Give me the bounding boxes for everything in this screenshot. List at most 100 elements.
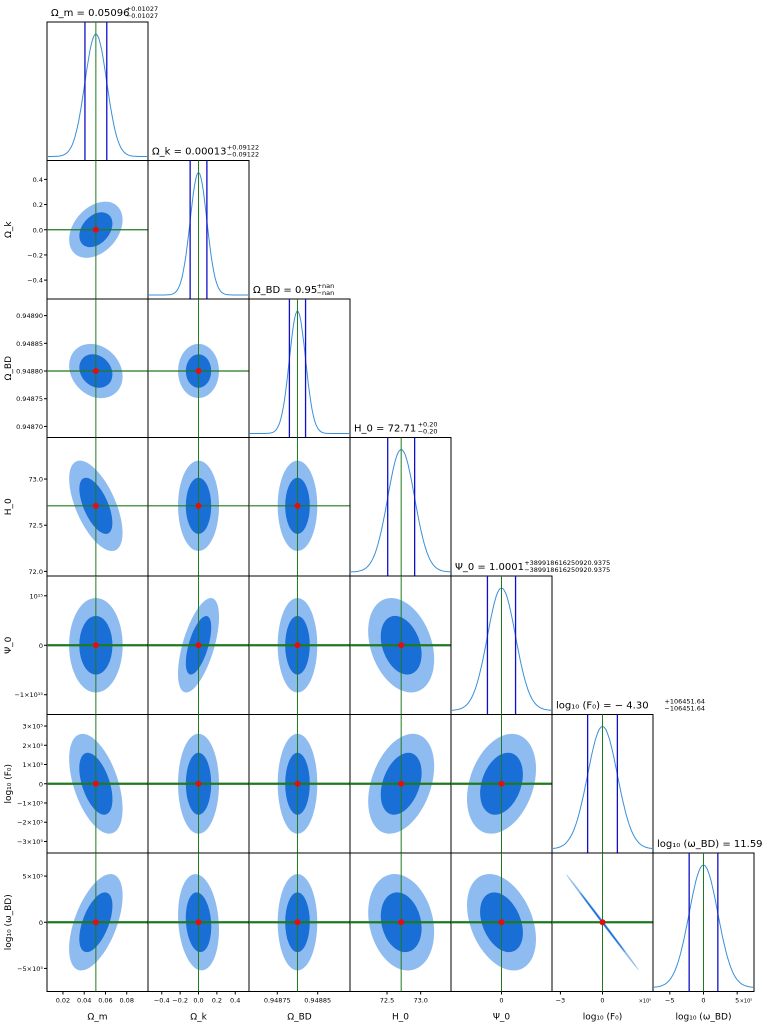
xtick-label-H0-1: 73.0 [413,997,427,1005]
xtick-label-Ok-3: 0.2 [212,997,222,1005]
panel-frame-Om-Om [46,21,149,161]
ytick-label-Ok-0: −0.4 [27,277,43,285]
truth-point-OBD-Ok [195,368,202,375]
truth-point-F0-Om [92,780,99,787]
truth-point-Psi0-Ok [195,642,202,649]
xtick-label-F0-1: 0 [600,997,604,1005]
marginal-title-sub-H0: −0.20 [418,428,438,436]
truth-point-F0-OBD [294,780,301,787]
marginal-title-sup-Psi0: +389918616250920.9375 [524,559,610,567]
marginal-title-sup-Om: +0.01027 [126,5,158,13]
xtick-label-Om-1: 0.04 [77,997,91,1005]
truth-point-OBD-Om [92,368,99,375]
truth-point-wBD-F0 [599,919,606,926]
ytick-label-Psi0-0: −1×10¹⁵ [14,691,43,699]
y-axis-label-OBD: Ω_BD [4,356,14,381]
marginal-title-sub-F0: −106451.64 [664,705,705,713]
ytick-label-Ok-4: 0.4 [33,176,43,184]
ytick-label-F0-2: −1×10⁵ [17,799,43,807]
marginal-title-OBD: Ω_BD = 0.95 [253,285,317,296]
truth-point-wBD-H0 [398,919,405,926]
truth-point-H0-Om [92,502,99,509]
marginal-title-sub-Om: −0.01027 [126,12,158,20]
xtick-label-Ok-1: −0.2 [172,997,188,1005]
truth-point-Psi0-H0 [398,642,405,649]
x-axis-label-Ok: Ω_k [190,1013,207,1023]
ytick-label-Ok-3: 0.2 [33,201,43,209]
marginal-curve-OBD [249,310,350,434]
marginal-title-F0: log₁₀ (F₀) = − 4.30 [556,701,649,712]
truth-point-F0-Psi0 [498,780,505,787]
ytick-label-OBD-2: 0.94880 [16,368,43,376]
marginal-title-sup-H0: +0.20 [418,421,438,429]
xtick-label-F0-0: −3 [556,997,566,1005]
truth-point-F0-H0 [398,780,405,787]
ytick-label-OBD-3: 0.94885 [16,340,43,348]
marginal-curve-Om [47,33,148,157]
xtick-label-OBD-0: 0.94875 [264,997,291,1005]
xtick-label-wBD-2: 5 [735,997,739,1005]
truth-point-H0-OBD [294,502,301,509]
ytick-label-wBD-0: −5×10⁵ [17,965,43,973]
marginal-title-H0: H_0 = 72.71 [354,424,416,435]
ytick-label-OBD-1: 0.94875 [16,395,43,403]
truth-point-Psi0-Om [92,642,99,649]
x-axis-label-H0: H_0 [392,1013,409,1023]
ytick-label-wBD-2: 5×10⁵ [23,873,44,881]
xtick-label-Ok-2: 0.0 [193,997,203,1005]
truth-point-wBD-OBD [294,919,301,926]
truth-point-F0-Ok [195,780,202,787]
marginal-title-sub-OBD: −nan [317,289,335,297]
xtick-label-OBD-1: 0.94885 [304,997,331,1005]
ytick-label-F0-1: −2×10⁵ [17,819,43,827]
y-axis-label-F0: log₁₀ (F₀) [4,764,14,804]
ytick-label-Psi0-1: 0 [39,642,43,650]
y-axis-label-Psi0: Ψ_0 [4,636,14,654]
xtick-label-Om-3: 0.08 [119,997,133,1005]
ytick-label-OBD-0: 0.94870 [16,423,43,431]
y-axis-label-wBD: log₁₀ (ω_BD) [4,894,14,950]
panel-frame-OBD-OBD [248,298,351,438]
ytick-label-F0-0: −3×10⁵ [17,838,43,846]
marginal-title-Om: Ω_m = 0.05096 [51,8,129,19]
ytick-label-H0-2: 73.0 [29,476,43,484]
xtick-label-Om-2: 0.06 [98,997,112,1005]
ytick-label-F0-5: 2×10⁵ [23,742,44,750]
ytick-label-Psi0-2: 10¹⁵ [30,592,44,600]
marginal-title-wBD: log₁₀ (ω_BD) = 11.59 [657,839,763,850]
truth-point-wBD-Psi0 [498,919,505,926]
xtick-exponent-F0: ×10⁵ [639,999,652,1005]
x-axis-label-Psi0: Ψ_0 [493,1013,511,1023]
y-axis-label-Ok: Ω_k [4,221,14,238]
marginal-title-sub-Psi0: −389918616250920.9375 [524,566,610,574]
marginal-title-sub-Ok: −0.09122 [227,151,259,159]
marginal-title-Ok: Ω_k = 0.00013 [152,147,227,158]
panel-frame-H0-H0 [349,437,452,577]
marginal-title-Psi0: Ψ_0 = 1.0001 [455,562,524,573]
xtick-label-Om-0: 0.02 [56,997,70,1005]
xtick-label-wBD-0: −5 [665,997,675,1005]
xtick-label-Ok-0: −0.4 [154,997,170,1005]
x-axis-label-wBD: log₁₀ (ω_BD) [676,1013,732,1023]
xtick-label-Psi0-0: 0 [499,997,503,1005]
x-axis-label-OBD: Ω_BD [287,1013,312,1023]
ytick-label-H0-1: 72.5 [29,522,43,530]
ytick-label-wBD-1: 0 [39,919,43,927]
marginal-title-sup-OBD: +nan [317,282,335,290]
truth-point-Ok-Om [92,226,99,233]
truth-point-wBD-Ok [195,919,202,926]
truth-point-Psi0-OBD [294,642,301,649]
truth-point-H0-Ok [195,502,202,509]
x-axis-label-F0: log₁₀ (F₀) [583,1013,623,1023]
xtick-label-H0-0: 72.5 [380,997,394,1005]
ytick-label-F0-6: 3×10⁵ [23,723,44,731]
xtick-label-wBD-1: 0 [701,997,705,1005]
ytick-label-Ok-1: −0.2 [27,251,43,259]
ytick-label-Ok-2: 0.0 [33,226,43,234]
ytick-label-F0-4: 1×10⁵ [23,761,44,769]
ytick-label-H0-0: 72.0 [29,568,43,576]
marginal-title-sup-Ok: +0.09122 [227,144,259,152]
truth-point-wBD-Om [92,919,99,926]
marginal-title-sup-F0: +106451.64 [664,698,705,706]
